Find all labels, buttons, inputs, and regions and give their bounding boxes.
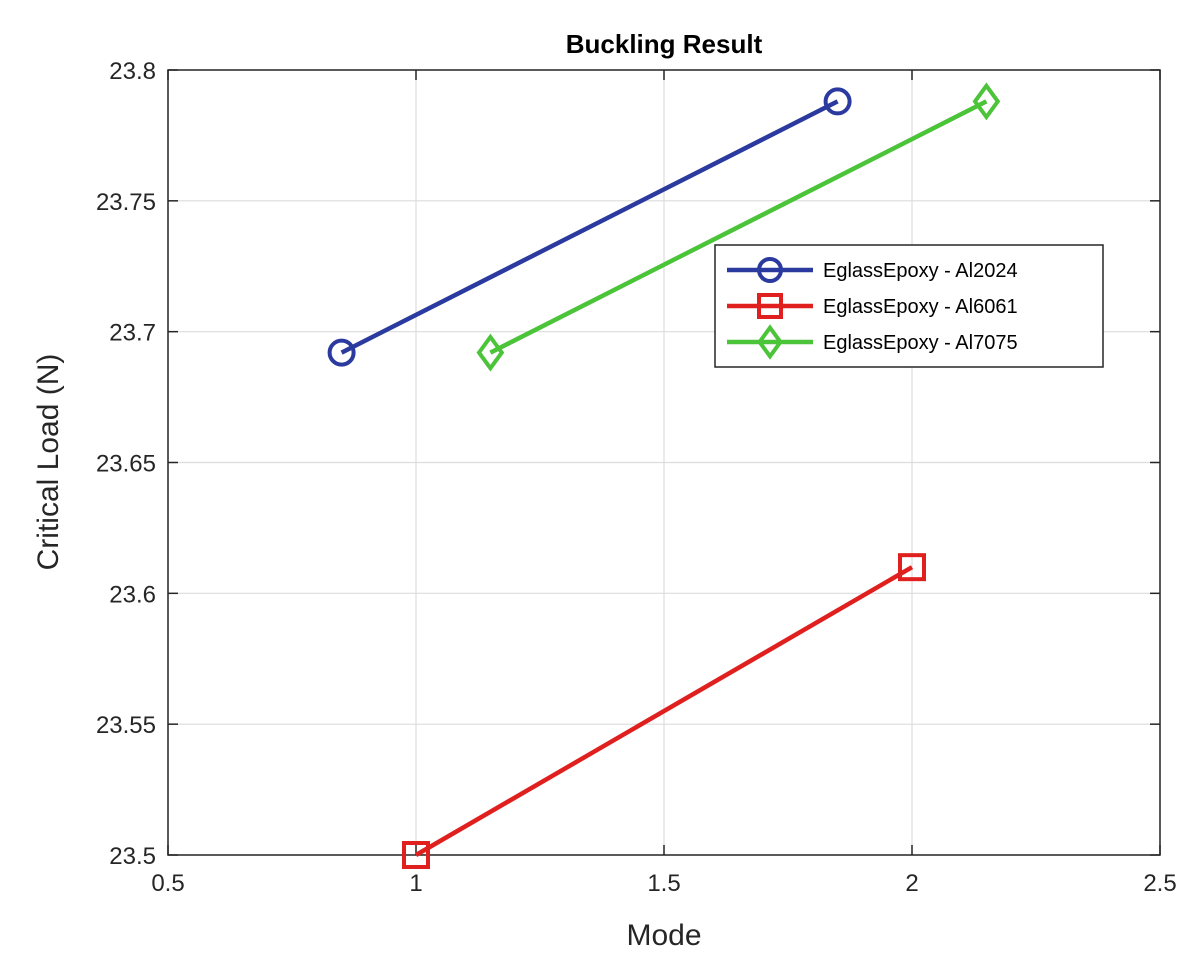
data-point-diamond: [972, 82, 1001, 121]
legend-label: EglassEpoxy - Al6061: [823, 296, 1018, 318]
legend-label: EglassEpoxy - Al2024: [823, 260, 1018, 282]
legend-marker-square: [757, 293, 783, 319]
data-point-square: [402, 841, 430, 869]
series-square: [402, 553, 926, 869]
series-circle: [327, 87, 852, 367]
x-tick-label: 2.5: [1143, 870, 1176, 897]
x-tick-label: 1: [409, 870, 422, 897]
axes: [167, 69, 1161, 856]
legend[interactable]: EglassEpoxy - Al2024 EglassEpoxy - Al6061…: [714, 244, 1104, 368]
data-point-circle: [327, 338, 356, 367]
data-point-square: [898, 553, 926, 582]
x-tick-label: 0.5: [151, 870, 184, 897]
series-line: [414, 565, 914, 857]
y-tick-label: 23.75: [96, 189, 156, 216]
y-axis-label: Critical Load (N): [32, 354, 65, 571]
legend-item[interactable]: EglassEpoxy - Al2024: [727, 257, 1018, 283]
x-tick-label: 1.5: [647, 870, 680, 897]
legend-item[interactable]: EglassEpoxy - Al6061: [727, 293, 1018, 319]
series-group: [327, 82, 1001, 869]
legend-label: EglassEpoxy - Al7075: [823, 332, 1018, 354]
y-tick-label: 23.65: [96, 451, 156, 478]
grid: [167, 69, 1161, 856]
legend-marker-diamond: [757, 324, 783, 360]
tick-labels: 0.5 1 1.5 2 2.5 23.5 23.55 23.6 23.65 23.7 23.75 23…: [96, 58, 1177, 897]
x-axis-label: Mode: [626, 919, 701, 952]
data-point-circle: [823, 87, 852, 116]
chart-title: Buckling Result: [566, 29, 763, 59]
y-tick-label: 23.7: [109, 320, 156, 347]
x-tick-label: 2: [905, 870, 918, 897]
legend-marker-circle: [757, 257, 783, 283]
series-line: [489, 99, 988, 355]
y-tick-label: 23.8: [109, 58, 156, 85]
y-tick-label: 23.55: [96, 712, 156, 739]
series-diamond: [476, 82, 1001, 372]
series-line: [340, 99, 839, 355]
y-tick-label: 23.6: [109, 581, 156, 608]
data-point-diamond: [476, 333, 505, 372]
legend-item[interactable]: EglassEpoxy - Al7075: [727, 324, 1018, 360]
y-tick-label: 23.5: [109, 843, 156, 870]
